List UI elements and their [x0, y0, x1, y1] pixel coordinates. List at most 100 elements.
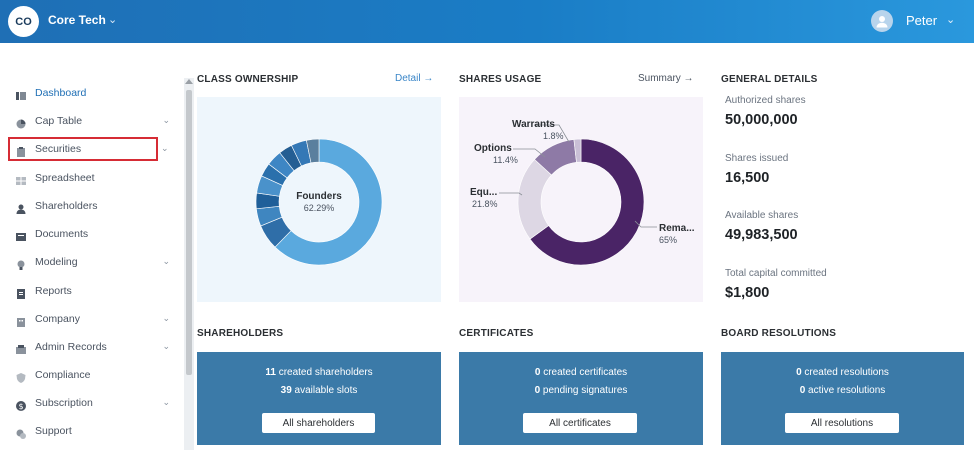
sidebar-item-label: Admin Records [35, 341, 107, 353]
table-icon [16, 173, 26, 185]
ownership-slice-9[interactable] [306, 138, 320, 164]
document-icon [16, 229, 26, 241]
chevron-down-icon[interactable]: ⌄ [162, 397, 170, 407]
certificates-card: 0 created certificates 0 pending signatu… [459, 352, 703, 445]
sidebar-item-label: Modeling [35, 256, 78, 268]
sidebar-item-label: Support [35, 425, 72, 437]
top-bar: CO Core Tech ⌄ Peter ⌄ [0, 0, 974, 43]
available-slots-text: 39 available slots [280, 385, 358, 396]
pie-icon [16, 116, 26, 129]
chevron-down-icon[interactable]: ⌄ [108, 14, 118, 26]
class-ownership-title: CLASS OWNERSHIP [197, 74, 299, 85]
sidebar-item-securities[interactable]: Securities [8, 137, 158, 161]
sidebar-item-label: Cap Table [35, 115, 83, 127]
donut-center-value: 62.29% [303, 203, 335, 213]
org-avatar[interactable]: CO [8, 6, 39, 37]
scrollbar-thumb[interactable] [186, 90, 192, 375]
slice-label-options: Options [474, 143, 512, 154]
slice-pct-equity: 21.8% [472, 199, 498, 209]
certificates-title: CERTIFICATES [459, 328, 534, 339]
available-shares-value: 49,983,500 [725, 227, 798, 243]
shares-usage-title: SHARES USAGE [459, 74, 542, 85]
dashboard-icon [16, 88, 26, 100]
slice-pct-warrants: 1.8% [543, 131, 564, 141]
usage-leader-line-1 [513, 148, 546, 158]
class-ownership-donut [255, 138, 383, 266]
sidebar-item-label: Spreadsheet [35, 172, 95, 184]
sidebar-item-documents[interactable]: Documents [8, 222, 174, 246]
created-certificates-text: 0 created certificates [534, 367, 628, 378]
sidebar-item-label: Company [35, 313, 80, 325]
sidebar-item-label: Subscription [35, 397, 93, 409]
all-shareholders-button[interactable]: All shareholders [262, 413, 375, 433]
usage-leader-line-2 [499, 192, 523, 196]
slice-label-equity: Equ... [470, 187, 498, 198]
slice-label-remaining: Rema... [659, 223, 695, 234]
ownership-slice-0[interactable] [274, 138, 383, 266]
shield-icon [16, 370, 26, 383]
building-icon [16, 314, 26, 327]
chevron-down-icon[interactable]: ⌄ [162, 256, 170, 266]
sidebar-item-shareholders[interactable]: Shareholders [8, 194, 174, 218]
sidebar-item-label: Dashboard [35, 87, 87, 99]
chevron-down-icon[interactable]: ⌄ [162, 115, 170, 125]
active-resolutions-text: 0 active resolutions [799, 385, 886, 396]
board-resolutions-title: BOARD RESOLUTIONS [721, 328, 837, 339]
shareholders-card: 11 created shareholders 39 available slo… [197, 352, 441, 445]
scroll-up-arrow-icon[interactable] [185, 79, 193, 84]
sidebar-item-compliance[interactable]: Compliance [8, 363, 174, 387]
shares-issued-value: 16,500 [725, 170, 770, 186]
all-certificates-button[interactable]: All certificates [523, 413, 637, 433]
sidebar-item-spreadsheet[interactable]: Spreadsheet [8, 166, 174, 190]
created-shareholders-text: 11 created shareholders [265, 367, 373, 378]
board-resolutions-card: 0 created resolutions 0 active resolutio… [721, 352, 964, 445]
class-ownership-chart-panel: Founders 62.29% [197, 97, 441, 302]
total-capital-value: $1,800 [725, 285, 770, 301]
shareholders-title: SHAREHOLDERS [197, 328, 284, 339]
summary-link[interactable]: Summary → [638, 73, 694, 84]
sidebar-item-cap-table[interactable]: Cap Table ⌄ [8, 109, 174, 133]
slice-pct-options: 11.4% [493, 155, 518, 165]
chevron-down-icon[interactable]: ⌄ [162, 341, 170, 351]
sidebar-item-label: Shareholders [35, 200, 98, 212]
all-resolutions-button[interactable]: All resolutions [785, 413, 899, 433]
svg-text:$: $ [18, 402, 23, 411]
donut-center-label: Founders [296, 191, 342, 202]
user-name[interactable]: Peter [906, 13, 938, 28]
sidebar-item-company[interactable]: Company ⌄ [8, 307, 174, 331]
sidebar-item-support[interactable]: Support [8, 419, 174, 443]
dollar-icon: $ [16, 398, 26, 411]
shares-usage-chart-panel: Warrants 1.8% Options 11.4% Equ... 21.8%… [459, 97, 703, 302]
sidebar-item-label: Documents [35, 228, 89, 240]
pending-signatures-text: 0 pending signatures [534, 385, 628, 396]
sidebar-item-label: Reports [35, 285, 72, 297]
sidebar-item-admin-records[interactable]: Admin Records ⌄ [8, 335, 174, 359]
authorized-shares-value: 50,000,000 [725, 112, 798, 128]
usage-slice-1[interactable] [517, 159, 552, 240]
created-resolutions-text: 0 created resolutions [796, 367, 889, 378]
sidebar-item-reports[interactable]: Reports [8, 279, 174, 303]
chevron-down-icon[interactable]: ⌄ [946, 14, 956, 26]
bulb-icon [16, 257, 26, 270]
usage-leader-line-0 [534, 124, 570, 143]
sidebar-item-label: Compliance [35, 369, 91, 381]
sidebar-item-subscription[interactable]: $ Subscription ⌄ [8, 391, 174, 415]
chevron-down-icon[interactable]: ⌄ [161, 143, 169, 153]
slice-pct-remaining: 65% [659, 235, 678, 245]
person-icon [16, 201, 26, 214]
sidebar-item-dashboard[interactable]: Dashboard [8, 81, 174, 105]
detail-link[interactable]: Detail → [395, 73, 434, 84]
available-shares-label: Available shares [725, 210, 799, 221]
user-avatar-icon[interactable] [871, 10, 893, 32]
slice-label-warrants: Warrants [512, 119, 555, 130]
org-name[interactable]: Core Tech [48, 13, 106, 27]
chevron-down-icon[interactable]: ⌄ [162, 313, 170, 323]
usage-leader-line-3 [634, 220, 657, 228]
records-icon [16, 342, 26, 354]
sidebar-item-modeling[interactable]: Modeling ⌄ [8, 250, 174, 274]
report-icon [16, 286, 26, 299]
usage-slice-0[interactable] [529, 138, 645, 266]
authorized-shares-label: Authorized shares [725, 95, 806, 106]
usage-slice-3[interactable] [573, 138, 582, 163]
shares-issued-label: Shares issued [725, 153, 789, 164]
